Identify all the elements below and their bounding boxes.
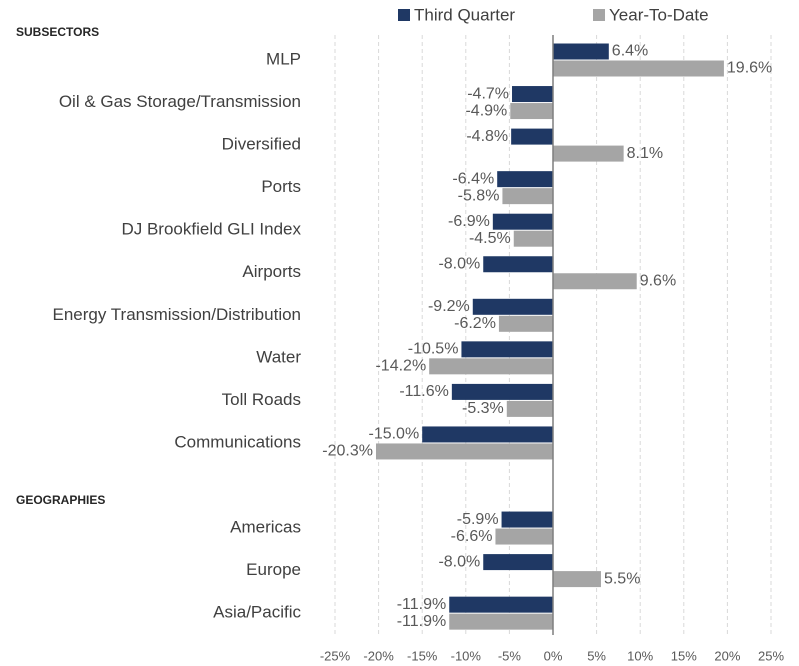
value-label: -15.0% bbox=[368, 426, 419, 443]
value-label: -4.9% bbox=[465, 102, 507, 119]
category-label: Oil & Gas Storage/Transmission bbox=[59, 92, 301, 111]
x-tick-label: -10% bbox=[451, 648, 482, 663]
category-label: Europe bbox=[246, 560, 301, 579]
legend-swatch bbox=[593, 9, 605, 21]
value-label: 8.1% bbox=[627, 145, 663, 162]
value-label: -4.8% bbox=[466, 128, 508, 145]
value-label: -14.2% bbox=[375, 358, 426, 375]
bar bbox=[492, 213, 553, 230]
value-label: -11.6% bbox=[399, 383, 449, 400]
x-tick-label: -5% bbox=[498, 648, 522, 663]
value-label: -20.3% bbox=[322, 443, 373, 460]
bar bbox=[483, 256, 553, 273]
value-label: -5.3% bbox=[462, 400, 504, 417]
value-label: -8.0% bbox=[438, 553, 480, 570]
bar bbox=[449, 613, 553, 630]
bar bbox=[375, 443, 553, 460]
bar bbox=[553, 43, 609, 60]
value-label: -5.9% bbox=[457, 511, 499, 528]
category-label: Communications bbox=[174, 432, 301, 451]
legend-label: Year-To-Date bbox=[609, 5, 709, 24]
category-label: Asia/Pacific bbox=[213, 603, 301, 622]
bar bbox=[553, 60, 724, 77]
value-label: -6.9% bbox=[448, 213, 490, 230]
x-tick-label: 20% bbox=[714, 648, 740, 663]
bar bbox=[513, 230, 553, 247]
legend-swatch bbox=[398, 9, 410, 21]
value-label: -6.2% bbox=[454, 315, 496, 332]
value-label: -6.6% bbox=[451, 528, 493, 545]
section-label: SUBSECTORS bbox=[16, 25, 99, 39]
category-label: Water bbox=[256, 347, 301, 366]
x-tick-label: -20% bbox=[363, 648, 394, 663]
bar bbox=[495, 528, 553, 545]
category-label: MLP bbox=[266, 49, 301, 68]
x-tick-label: 15% bbox=[671, 648, 697, 663]
value-label: -4.5% bbox=[469, 230, 511, 247]
bar bbox=[510, 103, 553, 120]
bar bbox=[472, 298, 553, 315]
value-label: -9.2% bbox=[428, 298, 470, 315]
category-label: Americas bbox=[230, 518, 301, 537]
value-label: 5.5% bbox=[604, 570, 640, 587]
x-tick-label: 0% bbox=[544, 648, 563, 663]
value-label: 9.6% bbox=[640, 272, 676, 289]
bar bbox=[506, 400, 553, 417]
value-label: 6.4% bbox=[612, 43, 648, 60]
bar bbox=[429, 358, 553, 375]
bar bbox=[483, 554, 553, 571]
value-label: -11.9% bbox=[397, 613, 447, 630]
bar bbox=[502, 188, 553, 205]
bar bbox=[511, 128, 553, 145]
value-label: 19.6% bbox=[727, 60, 772, 77]
value-label: -6.4% bbox=[452, 170, 494, 187]
bar bbox=[451, 383, 553, 400]
bar bbox=[461, 341, 553, 358]
bar bbox=[553, 571, 601, 588]
bar bbox=[449, 596, 553, 613]
category-label: DJ Brookfield GLI Index bbox=[121, 220, 301, 239]
x-tick-label: 25% bbox=[758, 648, 784, 663]
x-tick-label: -15% bbox=[407, 648, 438, 663]
value-label: -4.7% bbox=[467, 85, 509, 102]
bar bbox=[553, 145, 624, 162]
value-label: -10.5% bbox=[408, 341, 459, 358]
bar bbox=[498, 315, 553, 332]
category-label: Diversified bbox=[222, 135, 301, 154]
category-label: Ports bbox=[261, 177, 301, 196]
bar bbox=[553, 273, 637, 290]
bar bbox=[501, 511, 553, 528]
bar bbox=[422, 426, 553, 443]
value-label: -5.8% bbox=[458, 187, 500, 204]
value-label: -11.9% bbox=[397, 596, 447, 613]
x-tick-label: -25% bbox=[320, 648, 351, 663]
category-label: Airports bbox=[242, 262, 301, 281]
bar bbox=[497, 171, 553, 188]
x-tick-label: 10% bbox=[627, 648, 653, 663]
legend-label: Third Quarter bbox=[414, 5, 515, 24]
category-label: Toll Roads bbox=[222, 390, 301, 409]
bar bbox=[512, 86, 553, 103]
section-label: GEOGRAPHIES bbox=[16, 493, 105, 507]
value-label: -8.0% bbox=[438, 255, 480, 272]
x-tick-label: 5% bbox=[587, 648, 606, 663]
category-label: Energy Transmission/Distribution bbox=[53, 305, 301, 324]
